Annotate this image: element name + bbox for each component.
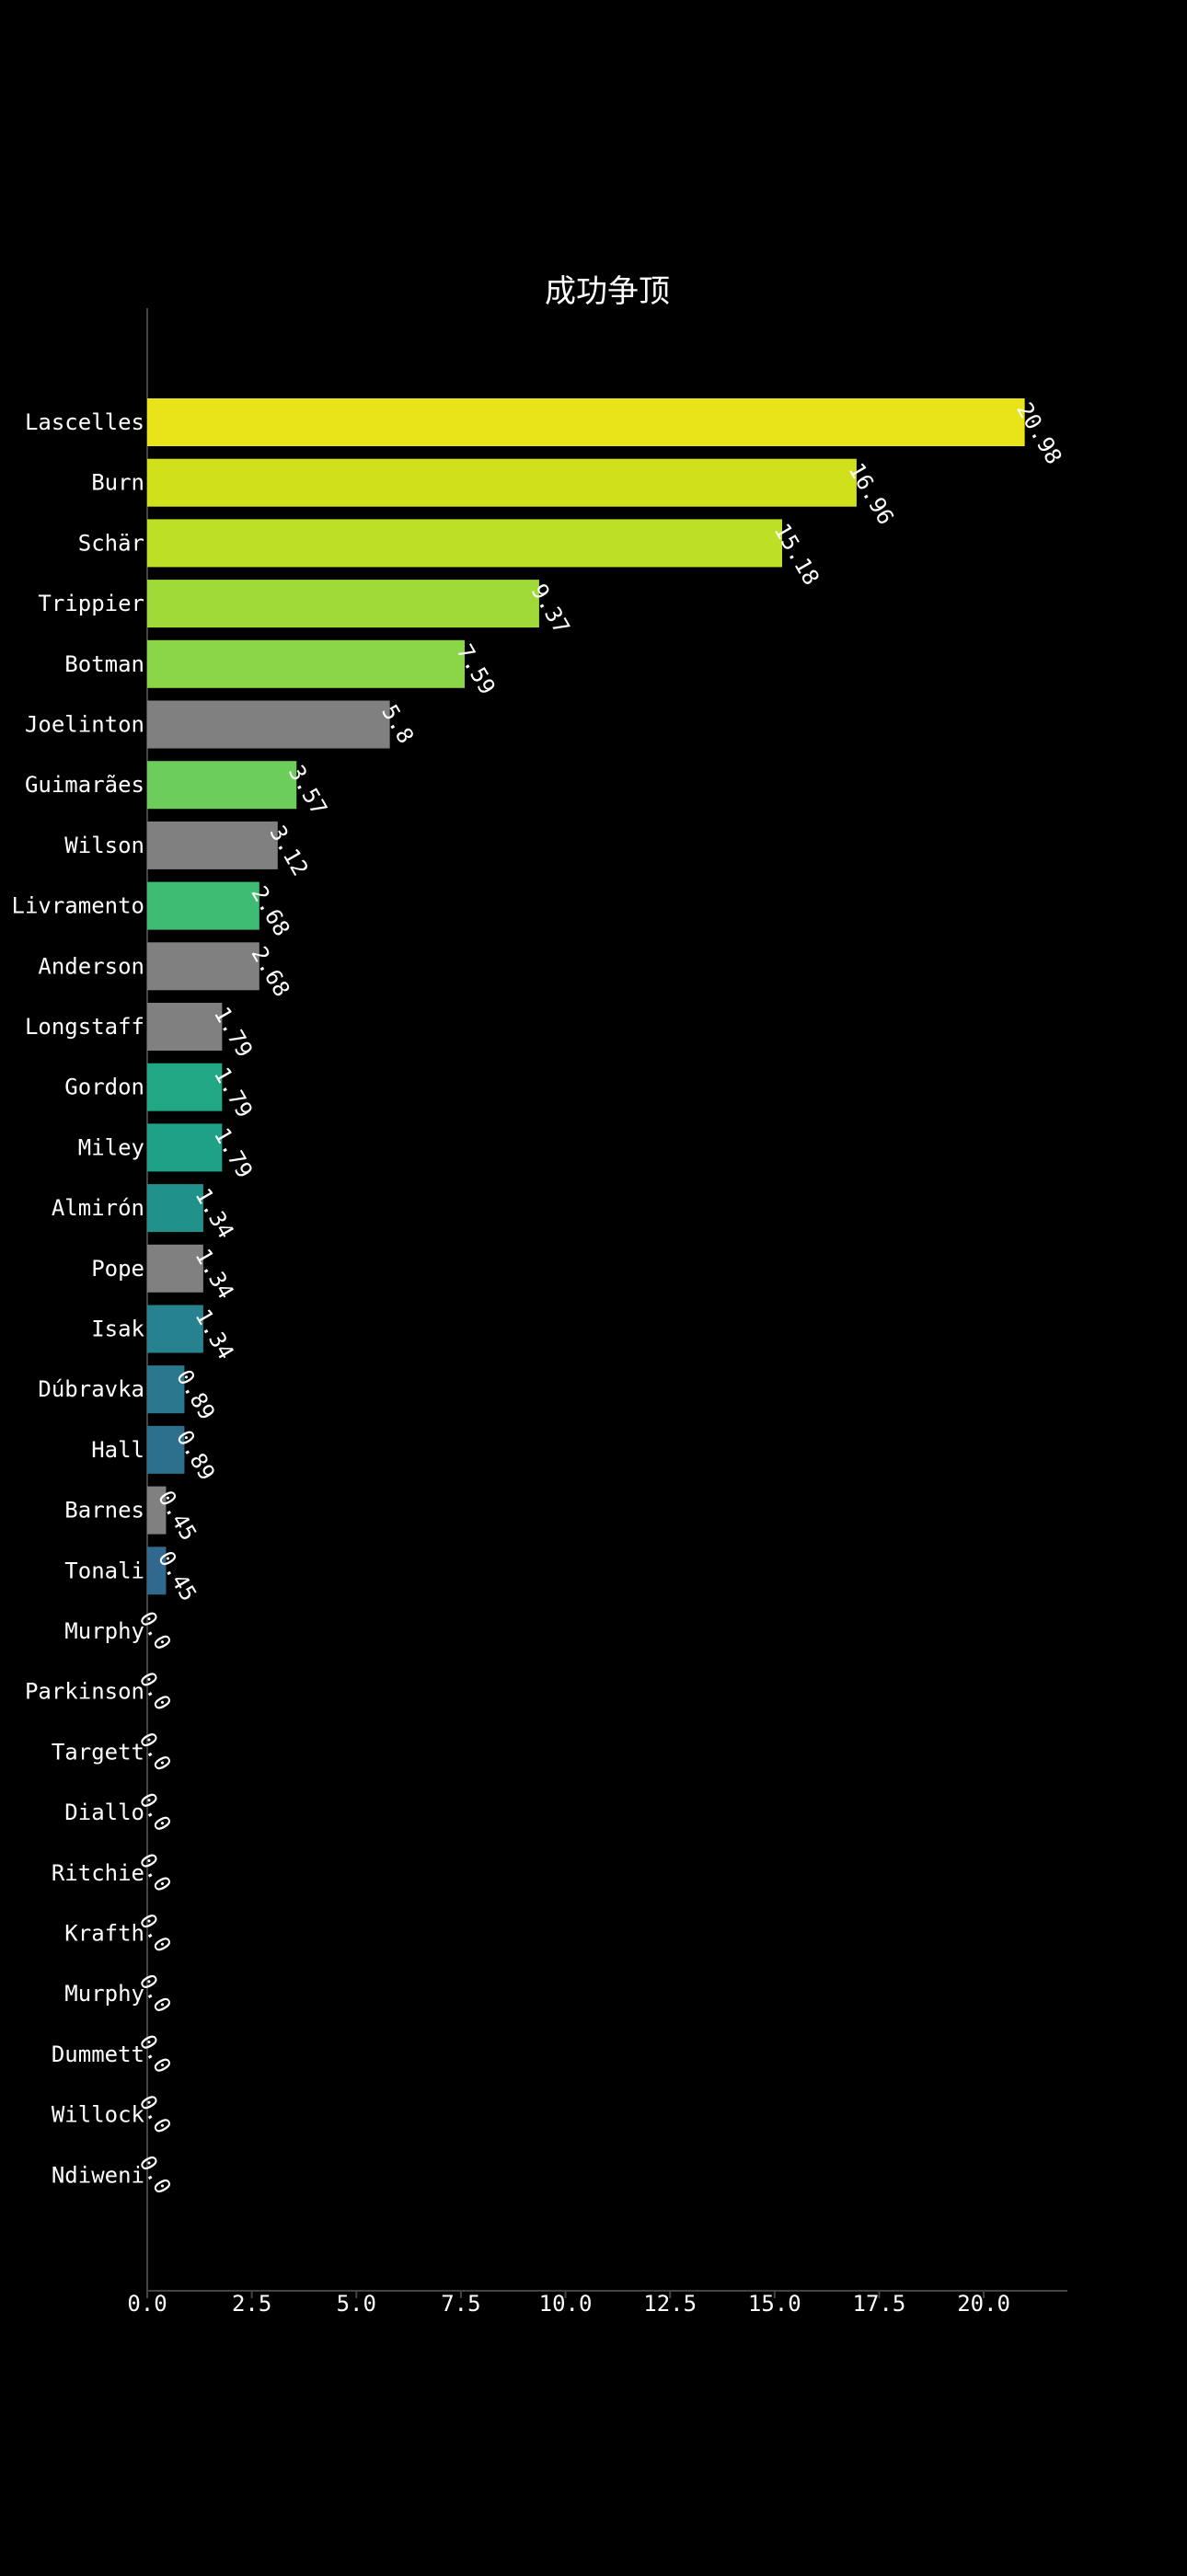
value-label-21: 0.0 — [134, 1667, 177, 1715]
bar-12 — [147, 1123, 223, 1172]
bar-9 — [147, 942, 259, 991]
category-label-22: Targett — [52, 1739, 144, 1765]
category-label-18: Barnes — [64, 1498, 144, 1524]
x-ticks: 0.0 2.5 5.0 7.5 10.0 12.5 15.0 17.5 20.0 — [127, 2291, 1010, 2317]
x-tick-label-3: 7.5 — [441, 2291, 480, 2317]
category-label-3: Trippier — [38, 591, 144, 616]
category-label-15: Isak — [91, 1317, 144, 1342]
x-tick-label-0: 0.0 — [127, 2291, 167, 2317]
x-tick-label-5: 12.5 — [643, 2291, 697, 2317]
bar-19 — [147, 1547, 167, 1595]
category-label-8: Livramento — [12, 893, 145, 919]
value-label-22: 0.0 — [134, 1728, 177, 1776]
bar-6 — [147, 761, 297, 810]
category-label-5: Joelinton — [25, 712, 144, 738]
x-tick-label-6: 15.0 — [748, 2291, 801, 2317]
category-label-12: Miley — [78, 1134, 144, 1160]
category-label-23: Diallo — [64, 1800, 144, 1825]
value-label-27: 0.0 — [134, 2030, 177, 2078]
category-label-27: Dummett — [52, 2041, 144, 2067]
bar-13 — [147, 1184, 203, 1233]
category-label-17: Hall — [91, 1437, 144, 1463]
value-label-25: 0.0 — [134, 1909, 177, 1957]
category-label-7: Wilson — [64, 833, 144, 858]
value-label-23: 0.0 — [134, 1788, 177, 1836]
y-tick-labels: Lascelles Burn Schär Trippier Botman Joelinto… — [12, 409, 145, 2188]
bar-1 — [147, 458, 857, 507]
x-tick-label-2: 5.0 — [337, 2291, 376, 2317]
bar-0 — [147, 398, 1025, 446]
category-label-24: Ritchie — [52, 1860, 144, 1886]
chart-title: 成功争顶 — [545, 273, 670, 310]
value-label-20: 0.0 — [134, 1607, 177, 1655]
value-label-29: 0.0 — [134, 2151, 177, 2199]
value-label-28: 0.0 — [134, 2090, 177, 2138]
x-tick-label-8: 20.0 — [957, 2291, 1010, 2317]
category-label-13: Almirón — [52, 1195, 144, 1221]
x-tick-label-1: 2.5 — [232, 2291, 271, 2317]
bar-2 — [147, 519, 782, 568]
bar-17 — [147, 1425, 185, 1474]
category-label-1: Burn — [91, 470, 144, 496]
category-label-29: Ndiweni — [52, 2162, 144, 2188]
bar-series — [147, 398, 1025, 1595]
category-label-28: Willock — [52, 2102, 145, 2128]
bar-7 — [147, 821, 278, 869]
bar-3 — [147, 580, 539, 628]
category-label-25: Krafth — [64, 1921, 144, 1947]
value-label-26: 0.0 — [134, 1970, 177, 2018]
x-tick-label-7: 17.5 — [853, 2291, 906, 2317]
category-label-2: Schär — [78, 530, 144, 556]
category-label-26: Murphy — [64, 1981, 144, 2007]
category-label-10: Longstaff — [25, 1014, 144, 1040]
bar-5 — [147, 700, 390, 749]
category-label-4: Botman — [64, 651, 144, 677]
category-label-0: Lascelles — [25, 409, 144, 435]
bar-11 — [147, 1063, 223, 1111]
bar-4 — [147, 639, 465, 688]
category-label-19: Tonali — [64, 1558, 144, 1583]
category-label-11: Gordon — [64, 1075, 144, 1100]
category-label-21: Parkinson — [25, 1679, 144, 1705]
category-label-16: Dúbravka — [38, 1376, 144, 1402]
category-label-6: Guimarães — [25, 772, 144, 798]
category-label-9: Anderson — [38, 953, 144, 979]
bar-16 — [147, 1365, 185, 1414]
bar-14 — [147, 1244, 203, 1293]
bar-18 — [147, 1486, 167, 1535]
bar-15 — [147, 1305, 203, 1353]
x-tick-label-4: 10.0 — [539, 2291, 593, 2317]
category-label-20: Murphy — [64, 1618, 144, 1644]
value-label-24: 0.0 — [134, 1849, 177, 1897]
bar-10 — [147, 1003, 223, 1051]
bar-8 — [147, 881, 259, 930]
category-label-14: Pope — [91, 1256, 144, 1282]
